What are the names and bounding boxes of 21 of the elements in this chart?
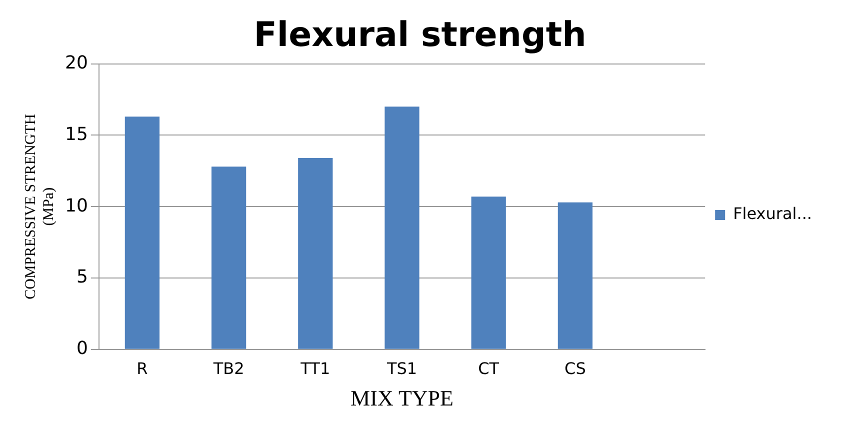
x-tick-label: R — [136, 359, 148, 378]
x-tick-label: TS1 — [386, 359, 418, 378]
bar — [558, 202, 593, 349]
y-tick-label: 0 — [76, 338, 88, 360]
chart-title: Flexural strength — [254, 15, 586, 56]
x-tick-label: CT — [478, 359, 500, 378]
bar — [211, 166, 246, 349]
x-tick-label: TT1 — [300, 359, 330, 378]
x-tick-label: CS — [564, 359, 586, 378]
bar — [384, 106, 420, 349]
bar — [124, 116, 160, 349]
y-tick-label: 5 — [76, 266, 88, 288]
bar — [471, 196, 506, 349]
y-tick-label: 20 — [65, 52, 88, 74]
y-tick-label: 15 — [65, 124, 88, 145]
x-axis-title: MIX TYPE — [350, 386, 454, 411]
legend-label: Flexural... — [733, 204, 812, 224]
x-tick-label: TB2 — [212, 359, 244, 378]
y-axis-title: COMPRESSIVE STRENGTH (MPa) — [22, 114, 57, 300]
bar — [298, 158, 333, 349]
y-tick-label: 10 — [65, 195, 88, 216]
